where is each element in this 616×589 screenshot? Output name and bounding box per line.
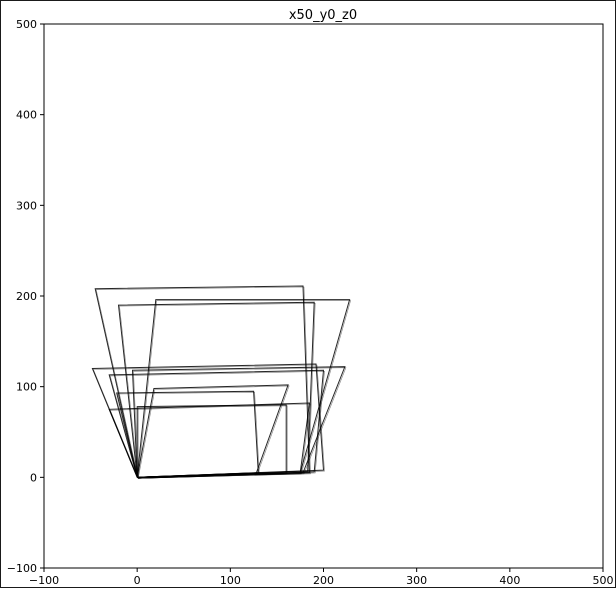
x-tick-label: −100 (29, 574, 59, 587)
x-tick-label: 200 (313, 574, 334, 587)
series-line-4 (92, 364, 325, 479)
x-tick-label: 300 (406, 574, 427, 587)
x-tick-label: 400 (499, 574, 520, 587)
x-axis: −100 0 100 200 300 400 500 (29, 568, 614, 587)
y-tick-label: 0 (30, 471, 37, 484)
axes-frame (43, 23, 604, 569)
series-line-4 (91, 363, 325, 478)
series-line-2 (117, 301, 315, 478)
series-line-10 (136, 404, 287, 478)
y-axis: −100 0 100 200 300 400 500 (7, 18, 44, 575)
y-tick-label: 100 (16, 381, 37, 394)
series-layer (91, 285, 351, 479)
series-line-8 (136, 384, 289, 478)
chart-title: x50_y0_z0 (289, 8, 357, 23)
series-line-1 (94, 285, 311, 478)
x-tick-label: 100 (220, 574, 241, 587)
y-tick-label: 300 (16, 199, 37, 212)
series-line-1 (95, 286, 311, 479)
y-tick-label: 200 (16, 290, 37, 303)
series-line-10 (137, 405, 288, 479)
y-tick-label: 500 (16, 18, 37, 31)
y-tick-label: −100 (7, 562, 37, 575)
x-tick-label: 500 (593, 574, 614, 587)
x-tick-label: 0 (134, 574, 141, 587)
series-line-8 (137, 385, 290, 479)
y-tick-label: 400 (16, 109, 37, 122)
series-line-6 (131, 366, 346, 478)
